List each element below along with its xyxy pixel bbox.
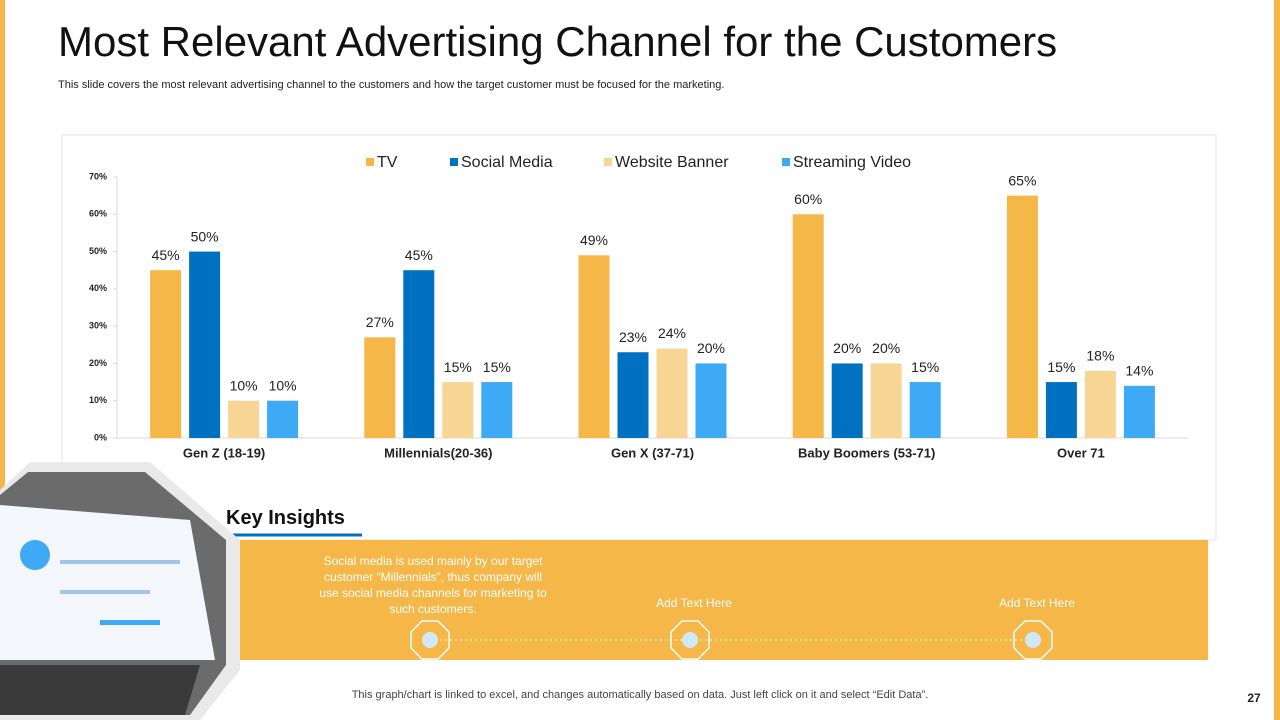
bar xyxy=(481,382,513,438)
bar xyxy=(617,352,649,438)
value-label: 15% xyxy=(483,359,511,375)
value-label: 10% xyxy=(269,377,297,393)
value-label: 45% xyxy=(152,247,180,263)
bar xyxy=(403,270,435,438)
bar xyxy=(364,337,396,438)
y-tick-label: 30% xyxy=(89,321,107,331)
legend-label: Website Banner xyxy=(615,154,729,171)
value-label: 18% xyxy=(1086,348,1114,364)
value-label: 49% xyxy=(580,232,608,248)
bar xyxy=(792,214,824,438)
value-label: 20% xyxy=(872,340,900,356)
value-label: 20% xyxy=(697,340,725,356)
value-label: 10% xyxy=(230,377,258,393)
legend-swatch xyxy=(604,158,612,166)
bar xyxy=(1045,382,1077,438)
y-tick-label: 20% xyxy=(89,358,107,368)
bar xyxy=(870,363,902,438)
value-label: 24% xyxy=(658,325,686,341)
value-label: 20% xyxy=(833,340,861,356)
bar xyxy=(442,382,474,438)
insight-text: Add Text Here xyxy=(656,596,732,610)
legend-swatch xyxy=(782,158,790,166)
page-number: 27 xyxy=(1247,691,1261,705)
value-label: 15% xyxy=(444,359,472,375)
insights-heading: Key Insights xyxy=(226,507,345,529)
y-tick-label: 0% xyxy=(94,432,107,442)
legend-label: Social Media xyxy=(461,154,553,171)
footer-note: This graph/chart is linked to excel, and… xyxy=(351,689,929,701)
timeline-nodes xyxy=(410,620,1053,660)
y-tick-label: 50% xyxy=(89,246,107,256)
bar xyxy=(189,251,221,438)
slide-title: Most Relevant Advertising Channel for th… xyxy=(58,18,1058,65)
right-border xyxy=(1274,0,1280,720)
value-label: 23% xyxy=(619,329,647,345)
slide-subtitle: This slide covers the most relevant adve… xyxy=(58,79,725,91)
bar xyxy=(228,400,260,438)
bar xyxy=(656,348,688,438)
value-label: 15% xyxy=(1047,359,1075,375)
value-label: 45% xyxy=(405,247,433,263)
value-label: 65% xyxy=(1008,172,1036,188)
value-label: 14% xyxy=(1125,363,1153,379)
legend-swatch xyxy=(366,158,374,166)
bar xyxy=(267,400,299,438)
value-label: 15% xyxy=(911,359,939,375)
insight-text: Social media is used mainly by our targe… xyxy=(319,554,547,616)
bar xyxy=(1006,195,1038,438)
legend-swatch xyxy=(450,158,458,166)
value-label: 60% xyxy=(794,191,822,207)
bar xyxy=(1123,385,1155,438)
left-border xyxy=(0,0,5,720)
y-tick-label: 10% xyxy=(89,395,107,405)
bar xyxy=(1084,370,1116,438)
bar xyxy=(695,363,727,438)
y-tick-label: 60% xyxy=(89,209,107,219)
y-tick-label: 70% xyxy=(89,171,107,181)
legend-label: TV xyxy=(377,154,398,171)
bar xyxy=(831,363,863,438)
value-label: 50% xyxy=(191,228,219,244)
bar xyxy=(150,270,182,438)
insight-text: Add Text Here xyxy=(999,596,1075,610)
legend-label: Streaming Video xyxy=(793,154,911,171)
x-tick-label: Gen Z (18-19) xyxy=(183,445,265,460)
value-label: 27% xyxy=(366,314,394,330)
x-tick-label: Over 71 xyxy=(1057,445,1105,460)
x-tick-label: Millennials(20-36) xyxy=(384,445,492,460)
x-tick-label: Baby Boomers (53-71) xyxy=(798,445,935,460)
laptop-photo xyxy=(0,462,240,720)
y-tick-label: 40% xyxy=(89,283,107,293)
bar xyxy=(909,382,941,438)
x-tick-label: Gen X (37-71) xyxy=(611,445,694,460)
bar xyxy=(578,255,610,438)
